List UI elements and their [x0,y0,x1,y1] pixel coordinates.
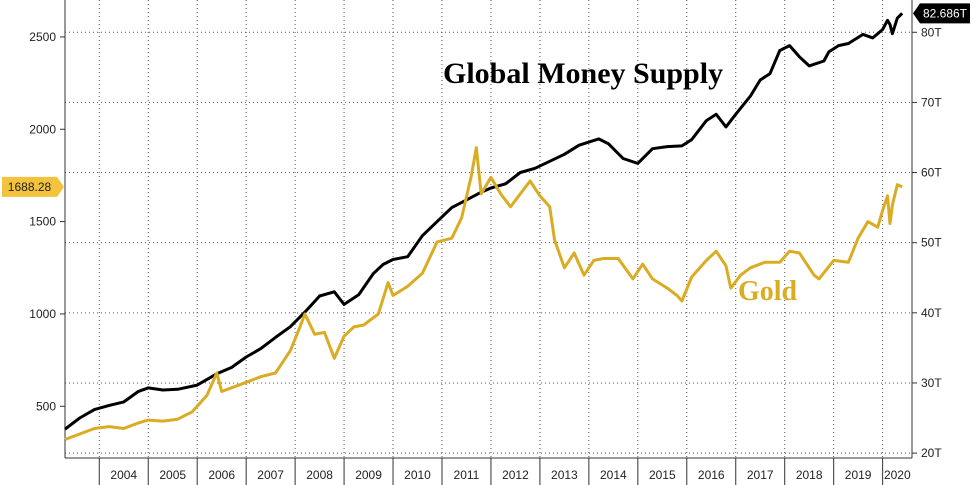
x-tick-label: 2005 [159,468,186,482]
gold-line [64,146,903,441]
series-annotations: Global Money Supply Gold [443,57,798,307]
x-axis: 2004 2005 2006 2007 2008 2009 2010 2011 2012 2013… [98,458,911,485]
money-supply-value-tag [913,3,970,24]
left-tick-label: 1000 [29,307,56,321]
x-tick-label: 2016 [698,468,725,482]
x-tick-label: 2020 [884,468,911,482]
right-axis: 20T 30T 40T 50T 60T 70T 80T [912,25,942,460]
gold-value-tag [2,176,64,197]
left-axis: 500 1000 1500 2000 2500 [29,30,65,413]
right-tick-label: 50T [921,236,942,250]
money-supply-annotation: Global Money Supply [443,57,723,90]
gold-annotation: Gold [738,276,798,307]
right-tick-label: 30T [921,376,942,390]
x-tick-label: 2006 [208,468,235,482]
right-tick-label: 70T [921,95,942,109]
x-tick-label: 2018 [796,468,823,482]
x-tick-label: 2009 [355,468,382,482]
x-tick-label: 2015 [649,468,676,482]
gold-value-text: 1688.28 [8,180,52,194]
left-tick-label: 2000 [29,122,56,136]
last-value-tags: 82.686T 1688.28 [2,3,970,197]
left-tick-label: 500 [36,399,56,413]
right-tick-label: 80T [921,25,942,39]
x-tick-label: 2012 [502,468,529,482]
x-tick-label: 2011 [454,468,480,482]
right-tick-label: 60T [921,166,942,180]
plot-frame [64,0,913,459]
x-tick-label: 2004 [110,468,137,482]
left-tick-label: 1500 [29,215,56,229]
right-tick-label: 20T [921,446,942,460]
money-supply-value-text: 82.686T [923,6,968,20]
x-tick-label: 2007 [257,468,284,482]
x-tick-label: 2008 [306,468,333,482]
money-supply-line [64,12,904,431]
right-tick-label: 40T [921,306,942,320]
left-tick-label: 2500 [29,30,56,44]
series-lines [64,12,904,441]
x-tick-label: 2014 [600,468,627,482]
x-tick-label: 2017 [747,468,774,482]
x-tick-label: 2013 [551,468,578,482]
x-tick-label: 2010 [404,468,431,482]
x-tick-label: 2019 [845,468,872,482]
grid-lines [65,0,912,458]
